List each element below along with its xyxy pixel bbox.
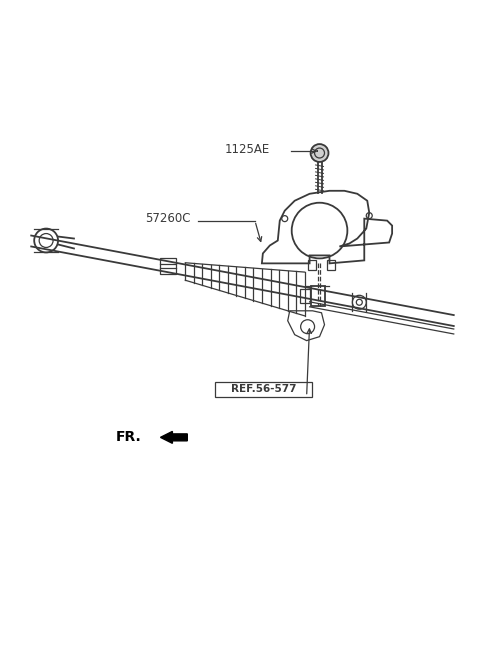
Bar bbox=[300, 289, 310, 303]
Bar bbox=[308, 261, 315, 271]
Bar bbox=[215, 382, 312, 396]
Bar bbox=[311, 286, 324, 307]
Text: FR.: FR. bbox=[116, 430, 142, 444]
Text: 1125AE: 1125AE bbox=[225, 143, 270, 155]
Bar bbox=[327, 261, 336, 271]
Circle shape bbox=[311, 144, 328, 162]
FancyArrow shape bbox=[160, 432, 187, 443]
Text: 57260C: 57260C bbox=[145, 212, 191, 225]
Bar bbox=[160, 258, 176, 274]
Text: REF.56-577: REF.56-577 bbox=[230, 384, 296, 394]
